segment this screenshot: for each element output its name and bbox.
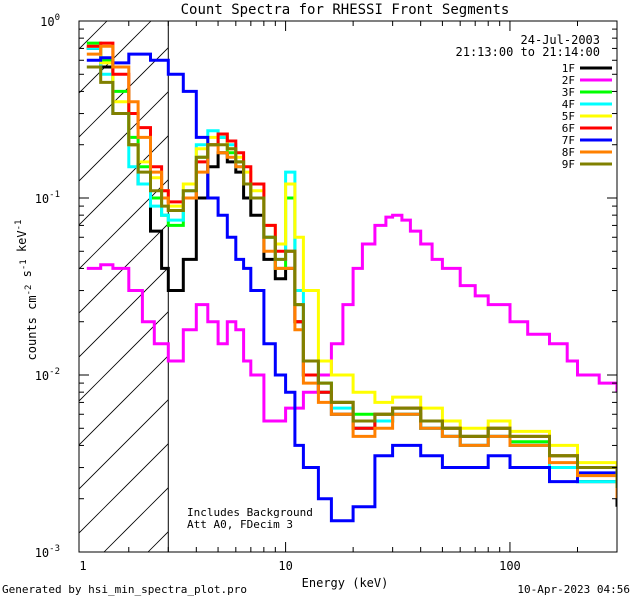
time-range-annotation: 21:13:00 to 21:14:00: [456, 45, 601, 59]
x-tick-label: 10: [278, 559, 292, 573]
plot-frame: [78, 20, 618, 553]
y-tick-label: 10-1: [35, 190, 60, 206]
y-tick-label: 10-2: [35, 367, 60, 383]
x-tick-label: 100: [499, 559, 521, 573]
date-annotation: 24-Jul-2003: [521, 33, 600, 47]
background-note: Includes Background: [187, 506, 313, 519]
timestamp-footer: 10-Apr-2023 04:56: [517, 583, 630, 596]
hatch-line: [0, 21, 19, 552]
legend-label-1F: 1F: [562, 62, 575, 75]
legend-label-9F: 9F: [562, 158, 575, 171]
y-tick-labels: 10-3 10-2 10-1 100: [35, 13, 60, 560]
hatch-line: [79, 47, 169, 138]
generated-by-footer: Generated by hsi_min_spectra_plot.pro: [2, 583, 248, 596]
series-line-2F: [86, 213, 617, 423]
hatch-line: [79, 91, 169, 182]
hatch-line: [79, 223, 169, 314]
legend-label-5F: 5F: [562, 110, 575, 123]
hatch-line: [79, 399, 169, 490]
hatch-line: [79, 443, 169, 534]
x-tick-label: 1: [79, 559, 86, 573]
hatched-background-region: [0, 21, 169, 552]
axis-ticks: [79, 21, 618, 553]
y-tick-label: 10-3: [35, 544, 60, 560]
y-tick-label: 100: [40, 13, 60, 29]
chart-title: Count Spectra for RHESSI Front Segments: [181, 2, 510, 18]
legend-label-7F: 7F: [562, 134, 575, 147]
hatch-line: [79, 135, 169, 226]
legend-label-8F: 8F: [562, 146, 575, 159]
x-tick-labels: 1 10 100: [79, 559, 520, 573]
hatch-line: [79, 267, 169, 358]
y-axis-label: counts cm-2 s-1 keV-1: [14, 220, 39, 361]
series-line-9F: [86, 65, 617, 488]
x-axis-label: Energy (keV): [302, 576, 389, 590]
legend-label-2F: 2F: [562, 74, 575, 87]
hatch-line: [79, 179, 169, 270]
legend-label-3F: 3F: [562, 86, 575, 99]
series-line-7F: [86, 52, 617, 523]
legend-label-6F: 6F: [562, 122, 575, 135]
attenuator-note: Att A0, FDecim 3: [187, 518, 293, 531]
series-lines: [86, 21, 617, 552]
hatch-line: [79, 311, 169, 402]
hatch-line: [79, 21, 108, 50]
legend-label-4F: 4F: [562, 98, 575, 111]
